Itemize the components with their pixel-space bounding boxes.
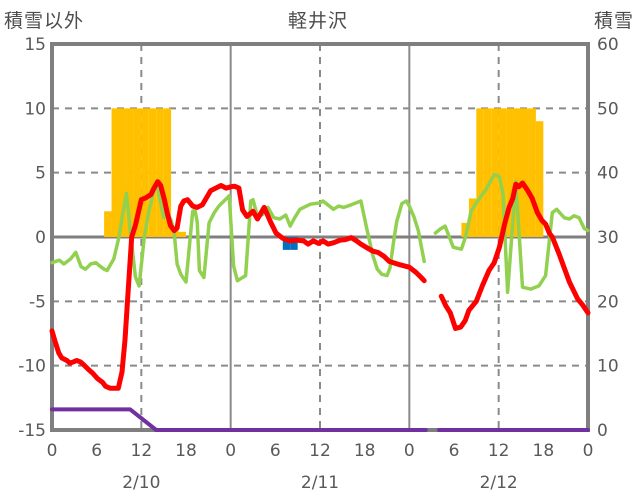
orange-bar [513, 108, 521, 237]
x-tick-label: 0 [47, 441, 58, 461]
y-tick-label-left: 5 [35, 164, 46, 184]
x-tick-label: 18 [533, 441, 555, 461]
date-label: 2/10 [122, 473, 160, 493]
x-tick-label: 0 [404, 441, 415, 461]
green-line-segment [433, 172, 590, 295]
left-axis-title: 積雪以外 [4, 11, 85, 32]
y-tick-label-left: 15 [24, 35, 46, 55]
red-line-segment [49, 179, 427, 391]
y-tick-label-right: 50 [597, 99, 619, 119]
purple-line-segment [50, 407, 428, 432]
orange-bar [476, 108, 484, 237]
orange-bar [163, 108, 172, 237]
orange-bar [506, 108, 514, 237]
orange-bar [133, 108, 142, 237]
red-line-segment [438, 180, 591, 331]
orange-bar [111, 108, 119, 237]
orange-bar [535, 121, 544, 237]
blue-bar [290, 237, 298, 250]
orange-bar [178, 231, 186, 237]
y-tick-label-right: 0 [597, 421, 608, 441]
y-tick-label-left: 0 [35, 228, 46, 248]
y-tick-label-right: 20 [597, 292, 619, 312]
orange-bar [119, 108, 127, 237]
x-tick-label: 18 [175, 441, 197, 461]
y-tick-label-left: -15 [18, 421, 46, 441]
y-tick-label-right: 30 [597, 228, 619, 248]
orange-bar [104, 211, 112, 237]
orange-bar [141, 108, 149, 237]
date-label: 2/11 [301, 473, 339, 493]
chart-title: 軽井沢 [287, 11, 348, 32]
orange-bar [521, 108, 529, 237]
orange-bar [468, 198, 477, 237]
orange-bar [461, 222, 469, 237]
orange-bar [483, 108, 492, 237]
x-tick-label: 12 [488, 441, 510, 461]
orange-bar [156, 108, 164, 237]
right-axis-title: 積雪 [593, 11, 634, 32]
x-tick-label: 12 [309, 441, 331, 461]
orange-bar [528, 108, 536, 237]
y-tick-label-right: 10 [597, 357, 619, 377]
y-tick-label-right: 40 [597, 164, 619, 184]
green-line-segment [50, 179, 426, 288]
x-tick-label: 0 [583, 441, 594, 461]
orange-bar [126, 108, 134, 237]
x-tick-label: 6 [449, 441, 460, 461]
x-tick-label: 12 [131, 441, 153, 461]
y-tick-label-left: -5 [29, 292, 46, 312]
x-tick-label: 0 [225, 441, 236, 461]
orange-bar [491, 108, 499, 237]
y-tick-label-left: 10 [24, 99, 46, 119]
orange-bar [498, 108, 507, 237]
orange-bar [148, 108, 157, 237]
x-tick-label: 6 [270, 441, 281, 461]
blue-bar [282, 237, 291, 250]
y-tick-label-right: 60 [597, 35, 619, 55]
y-tick-label-left: -10 [18, 357, 46, 377]
date-label: 2/12 [480, 473, 518, 493]
x-tick-label: 18 [354, 441, 376, 461]
x-tick-label: 6 [91, 441, 102, 461]
